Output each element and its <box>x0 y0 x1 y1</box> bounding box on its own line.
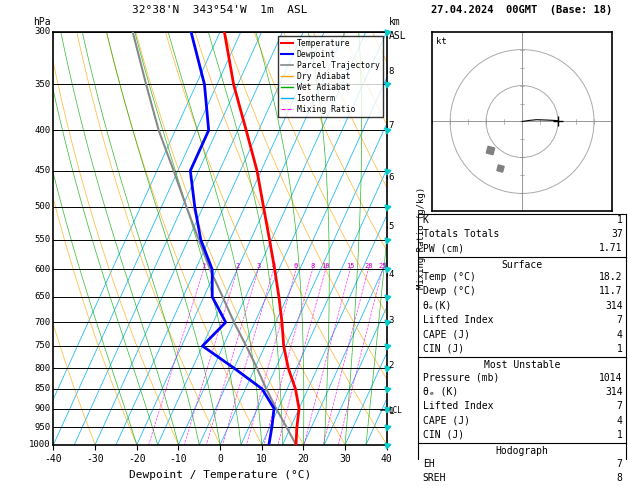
Text: kt: kt <box>436 37 447 46</box>
Text: θₑ(K): θₑ(K) <box>423 301 452 311</box>
Text: 7: 7 <box>617 458 623 469</box>
Text: 32°38'N  343°54'W  1m  ASL: 32°38'N 343°54'W 1m ASL <box>132 4 308 15</box>
Text: 314: 314 <box>605 387 623 397</box>
Text: 11.7: 11.7 <box>599 287 623 296</box>
Text: K: K <box>423 215 428 225</box>
Text: 350: 350 <box>34 80 50 89</box>
Text: 6: 6 <box>389 173 394 182</box>
Text: 4: 4 <box>617 416 623 426</box>
Text: 1: 1 <box>201 263 206 269</box>
Text: 7: 7 <box>389 122 394 130</box>
Text: 8: 8 <box>310 263 314 269</box>
Text: 1.71: 1.71 <box>599 243 623 254</box>
Text: Lifted Index: Lifted Index <box>423 401 493 411</box>
Text: Hodograph: Hodograph <box>496 446 548 456</box>
Text: 900: 900 <box>34 404 50 413</box>
Text: 1: 1 <box>617 430 623 440</box>
Text: Dewp (°C): Dewp (°C) <box>423 287 476 296</box>
Text: km: km <box>389 17 401 27</box>
Text: 7: 7 <box>617 315 623 325</box>
Text: Most Unstable: Most Unstable <box>484 360 560 370</box>
Text: 1: 1 <box>617 215 623 225</box>
Text: 20: 20 <box>364 263 372 269</box>
Text: 500: 500 <box>34 202 50 211</box>
Legend: Temperature, Dewpoint, Parcel Trajectory, Dry Adiabat, Wet Adiabat, Isotherm, Mi: Temperature, Dewpoint, Parcel Trajectory… <box>278 35 383 117</box>
Text: 27.04.2024  00GMT  (Base: 18): 27.04.2024 00GMT (Base: 18) <box>431 4 613 15</box>
Text: 1: 1 <box>617 344 623 354</box>
Text: CAPE (J): CAPE (J) <box>423 330 470 340</box>
Text: LCL: LCL <box>389 406 403 415</box>
X-axis label: Dewpoint / Temperature (°C): Dewpoint / Temperature (°C) <box>129 470 311 480</box>
Text: Pressure (mb): Pressure (mb) <box>423 372 499 382</box>
Text: 300: 300 <box>34 27 50 36</box>
Text: 1000: 1000 <box>29 440 50 449</box>
Text: 10: 10 <box>321 263 330 269</box>
Text: 18.2: 18.2 <box>599 272 623 282</box>
Text: Temp (°C): Temp (°C) <box>423 272 476 282</box>
Text: 6: 6 <box>294 263 298 269</box>
Text: ASL: ASL <box>389 31 406 41</box>
Text: 3: 3 <box>256 263 260 269</box>
Text: Lifted Index: Lifted Index <box>423 315 493 325</box>
Text: SREH: SREH <box>423 473 446 483</box>
Text: Totals Totals: Totals Totals <box>423 229 499 239</box>
Text: PW (cm): PW (cm) <box>423 243 464 254</box>
Text: 3: 3 <box>389 316 394 325</box>
Text: 400: 400 <box>34 126 50 135</box>
Text: 700: 700 <box>34 318 50 327</box>
Text: 800: 800 <box>34 364 50 373</box>
Text: 750: 750 <box>34 342 50 350</box>
Text: Mixing Ratio (g/kg): Mixing Ratio (g/kg) <box>417 187 426 289</box>
Text: 4: 4 <box>389 270 394 279</box>
Text: 8: 8 <box>617 473 623 483</box>
Text: 450: 450 <box>34 166 50 175</box>
Text: 950: 950 <box>34 423 50 432</box>
Text: 314: 314 <box>605 301 623 311</box>
Text: 25: 25 <box>378 263 387 269</box>
Text: 15: 15 <box>346 263 355 269</box>
Text: 1014: 1014 <box>599 372 623 382</box>
Text: 850: 850 <box>34 384 50 394</box>
Text: CIN (J): CIN (J) <box>423 430 464 440</box>
Text: 7: 7 <box>617 401 623 411</box>
Text: 650: 650 <box>34 293 50 301</box>
Text: 4: 4 <box>617 330 623 340</box>
Text: 2: 2 <box>389 362 394 370</box>
Text: EH: EH <box>423 458 435 469</box>
Text: 5: 5 <box>389 223 394 231</box>
Text: CAPE (J): CAPE (J) <box>423 416 470 426</box>
Text: 1: 1 <box>389 407 394 416</box>
Text: CIN (J): CIN (J) <box>423 344 464 354</box>
Text: 4: 4 <box>272 263 276 269</box>
Text: 600: 600 <box>34 265 50 274</box>
Text: 2: 2 <box>235 263 240 269</box>
Text: hPa: hPa <box>33 17 50 27</box>
Text: Surface: Surface <box>501 260 543 270</box>
Text: 37: 37 <box>611 229 623 239</box>
Text: 550: 550 <box>34 235 50 244</box>
Text: 8: 8 <box>389 67 394 76</box>
Text: θₑ (K): θₑ (K) <box>423 387 458 397</box>
